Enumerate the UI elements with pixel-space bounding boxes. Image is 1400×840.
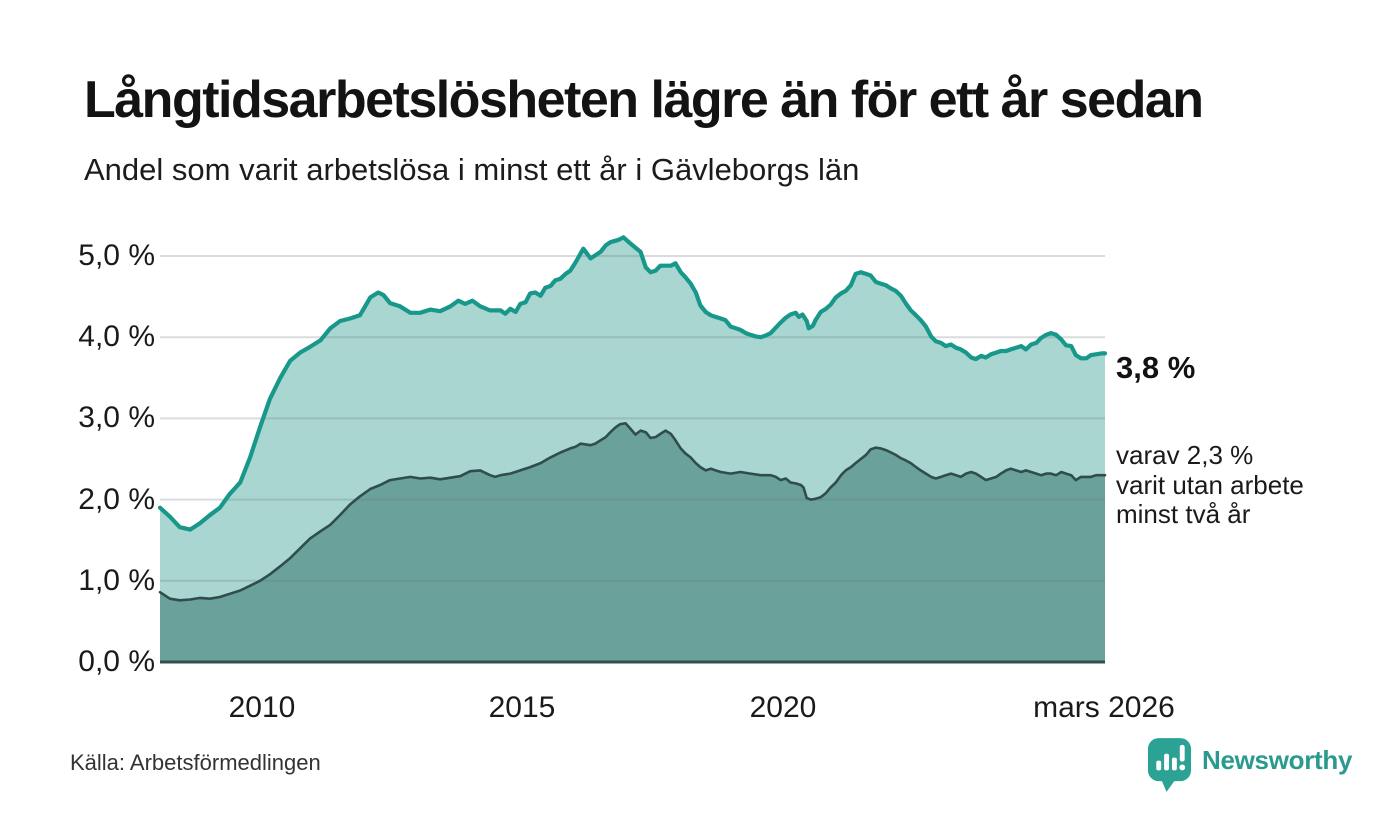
y-tick-label: 1,0 %	[78, 563, 155, 597]
x-tick-label: 2015	[488, 691, 556, 724]
chart-subtitle: Andel som varit arbetslösa i minst ett å…	[84, 152, 860, 187]
y-tick-label: 2,0 %	[78, 482, 155, 516]
newsworthy-logo: Newsworthy	[1146, 736, 1352, 793]
secondary-series-annotation: varav 2,3 % varit utan arbete minst två …	[1116, 440, 1304, 530]
x-tick-label: 2010	[228, 691, 296, 724]
newsworthy-bubble-icon	[1147, 738, 1192, 792]
utan-arbete-minst-tva-ar-area	[160, 423, 1105, 662]
x-tick-label: 2020	[749, 691, 817, 724]
source-note: Källa: Arbetsförmedlingen	[70, 750, 321, 775]
x-tick-label: mars 2026	[1033, 691, 1175, 724]
y-tick-label: 5,0 %	[78, 239, 155, 272]
y-tick-label: 0,0 %	[78, 645, 155, 678]
brand-name: Newsworthy	[1202, 745, 1353, 775]
annotation-line: varit utan arbete	[1116, 469, 1304, 500]
utan-arbete-minst-tva-ar-line	[158, 422, 1107, 602]
annotation-line: varav 2,3 %	[1116, 440, 1254, 470]
latest-value-label: 3,8 %	[1116, 350, 1196, 385]
arbetslosa-minst-ett-ar-line	[157, 235, 1108, 532]
page-title: Långtidsarbetslösheten lägre än för ett …	[84, 71, 1204, 129]
annotation-line: minst två år	[1116, 499, 1251, 529]
y-tick-label: 3,0 %	[78, 401, 155, 435]
y-tick-label: 4,0 %	[78, 320, 155, 354]
